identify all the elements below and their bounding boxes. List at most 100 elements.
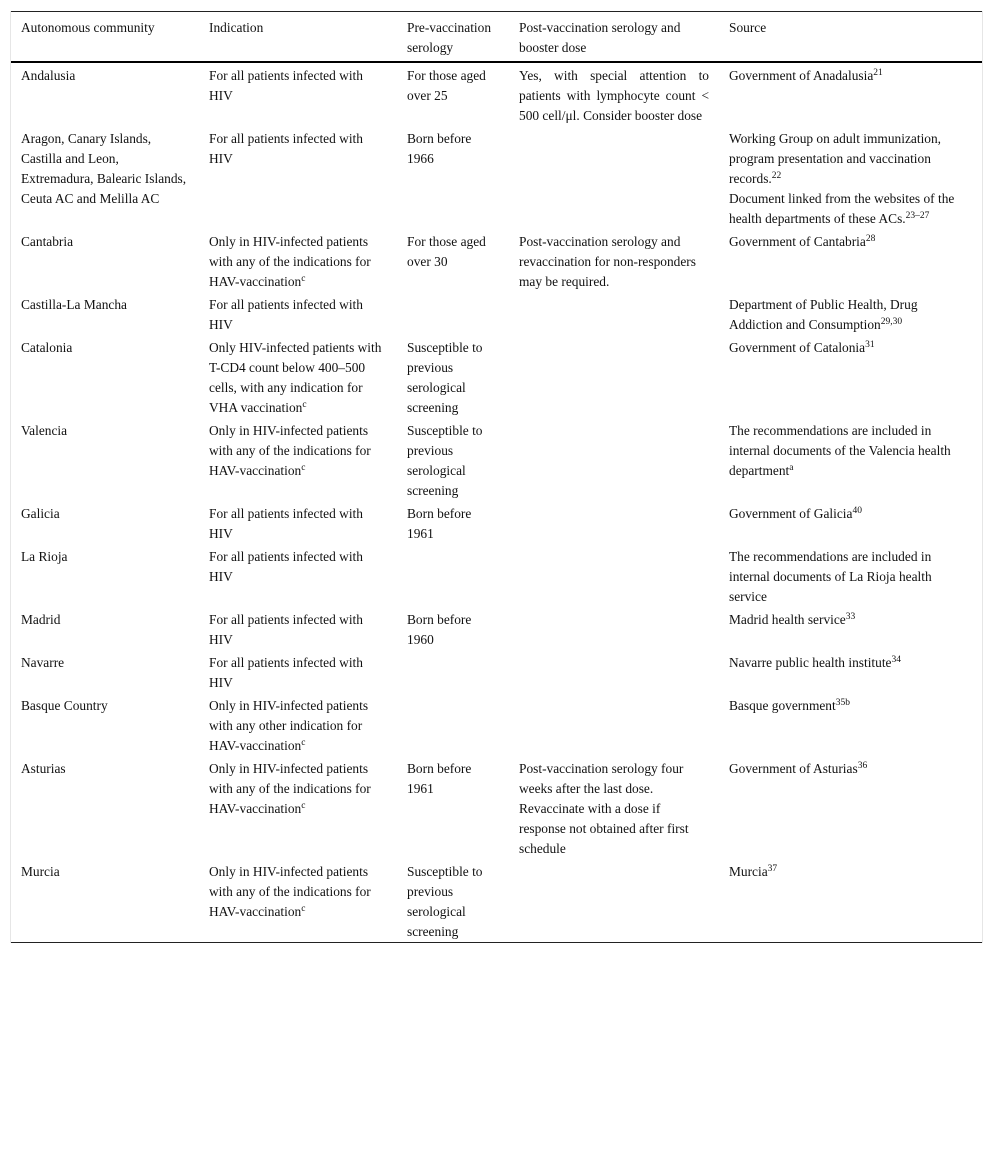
cell-pre-vaccination-serology: Susceptible to previous serological scre…: [397, 335, 509, 418]
cell-text: Susceptible to previous serological scre…: [407, 423, 483, 498]
table-row: Madrid For all patients infected with HIV…: [11, 607, 982, 650]
cell-text: Galicia: [21, 506, 60, 521]
reference-superscript: 28: [865, 234, 876, 244]
reference-superscript: 35b: [835, 698, 850, 708]
cell-autonomous-community: Catalonia: [11, 335, 199, 418]
cell-text: Only in HIV-infected patients with any o…: [209, 698, 369, 753]
cell-source: Government of Asturias36: [719, 756, 982, 859]
reference-superscript: c: [301, 463, 306, 473]
cell-autonomous-community: La Rioja: [11, 544, 199, 607]
cell-pre-vaccination-serology: [397, 292, 509, 335]
cell-text: Government of Catalonia: [729, 340, 866, 355]
cell-source: Government of Cantabria28: [719, 229, 982, 292]
cell-source: The recommendations are included in inte…: [719, 544, 982, 607]
reference-superscript: a: [789, 463, 794, 473]
cell-source: Government of Catalonia31: [719, 335, 982, 418]
cell-text: Born before 1960: [407, 612, 472, 647]
cell-pre-vaccination-serology: Born before 1966: [397, 126, 509, 229]
reference-superscript: c: [301, 274, 306, 284]
reference-superscript: 37: [767, 864, 778, 874]
cell-text: Only in HIV-infected patients with any o…: [209, 761, 371, 816]
cell-source: Department of Public Health, Drug Addict…: [719, 292, 982, 335]
cell-source: The recommendations are included in inte…: [719, 418, 982, 501]
cell-pre-vaccination-serology: For those aged over 25: [397, 62, 509, 126]
table-body: Andalusia For all patients infected with …: [11, 62, 982, 943]
cell-text: Only in HIV-infected patients with any o…: [209, 864, 371, 919]
cell-text: Government of Galicia: [729, 506, 853, 521]
vaccination-table-container: Autonomous community Indication Pre-vacc…: [10, 11, 983, 943]
cell-autonomous-community: Murcia: [11, 859, 199, 943]
cell-text: For all patients infected with HIV: [209, 655, 363, 690]
cell-text: Castilla-La Mancha: [21, 297, 127, 312]
cell-text: For those aged over 30: [407, 234, 486, 269]
cell-text: For all patients infected with HIV: [209, 68, 363, 103]
cell-indication: For all patients infected with HIV: [199, 62, 397, 126]
cell-autonomous-community: Cantabria: [11, 229, 199, 292]
table-row: Castilla-La Mancha For all patients infec…: [11, 292, 982, 335]
cell-text: Born before 1961: [407, 506, 472, 541]
cell-text: Aragon, Canary Islands, Castilla and Leo…: [21, 131, 187, 206]
cell-autonomous-community: Andalusia: [11, 62, 199, 126]
cell-post-vaccination-serology: [509, 501, 719, 544]
cell-post-vaccination-serology: [509, 544, 719, 607]
cell-pre-vaccination-serology: Susceptible to previous serological scre…: [397, 418, 509, 501]
cell-post-vaccination-serology: Post-vaccination serology and revaccinat…: [509, 229, 719, 292]
cell-source: Navarre public health institute34: [719, 650, 982, 693]
cell-autonomous-community: Navarre: [11, 650, 199, 693]
cell-text: Department of Public Health, Drug Addict…: [729, 297, 918, 332]
table-row: Asturias Only in HIV-infected patients wi…: [11, 756, 982, 859]
cell-pre-vaccination-serology: [397, 693, 509, 756]
cell-text: For all patients infected with HIV: [209, 612, 363, 647]
cell-text: Born before 1961: [407, 761, 472, 796]
cell-text: Murcia: [729, 864, 768, 879]
cell-text: Madrid health service: [729, 612, 846, 627]
cell-indication: Only HIV-infected patients with T-CD4 co…: [199, 335, 397, 418]
header-post-vaccination-serology: Post-vaccination serology and booster do…: [519, 20, 681, 55]
cell-pre-vaccination-serology: [397, 650, 509, 693]
cell-pre-vaccination-serology: Susceptible to previous serological scre…: [397, 859, 509, 943]
cell-text: Post-vaccination serology four weeks aft…: [519, 761, 689, 856]
cell-text: Valencia: [21, 423, 68, 438]
cell-indication: For all patients infected with HIV: [199, 501, 397, 544]
cell-autonomous-community: Madrid: [11, 607, 199, 650]
cell-source: Basque government35b: [719, 693, 982, 756]
cell-text: Only HIV-infected patients with T-CD4 co…: [209, 340, 382, 415]
cell-text: Born before 1966: [407, 131, 472, 166]
cell-post-vaccination-serology: [509, 693, 719, 756]
reference-superscript: 33: [845, 612, 856, 622]
cell-indication: Only in HIV-infected patients with any o…: [199, 693, 397, 756]
reference-superscript: 29,30: [880, 317, 903, 327]
table-row: Basque Country Only in HIV-infected patie…: [11, 693, 982, 756]
cell-indication: For all patients infected with HIV: [199, 544, 397, 607]
cell-post-vaccination-serology: [509, 859, 719, 943]
cell-post-vaccination-serology: Post-vaccination serology four weeks aft…: [509, 756, 719, 859]
cell-text: Andalusia: [21, 68, 76, 83]
cell-text: Cantabria: [21, 234, 74, 249]
table-row: Navarre For all patients infected with HI…: [11, 650, 982, 693]
cell-pre-vaccination-serology: Born before 1961: [397, 501, 509, 544]
reference-superscript: c: [301, 801, 306, 811]
reference-superscript: 21: [873, 68, 883, 78]
cell-text: Navarre public health institute: [729, 655, 892, 670]
cell-autonomous-community: Aragon, Canary Islands, Castilla and Leo…: [11, 126, 199, 229]
cell-text: For those aged over 25: [407, 68, 486, 103]
cell-text: Document linked from the websites of the…: [729, 191, 955, 226]
reference-superscript: c: [301, 738, 306, 748]
cell-text: Navarre: [21, 655, 65, 670]
cell-indication: Only in HIV-infected patients with any o…: [199, 229, 397, 292]
cell-source: Government of Galicia40: [719, 501, 982, 544]
cell-text: Government of Asturias: [729, 761, 858, 776]
header-pre-vaccination-serology: Pre-vaccination serology: [407, 20, 492, 55]
cell-post-vaccination-serology: [509, 335, 719, 418]
header-indication: Indication: [209, 20, 264, 35]
cell-text: Basque government: [729, 698, 836, 713]
cell-pre-vaccination-serology: For those aged over 30: [397, 229, 509, 292]
cell-autonomous-community: Castilla-La Mancha: [11, 292, 199, 335]
reference-superscript: 22: [771, 171, 782, 181]
cell-indication: For all patients infected with HIV: [199, 126, 397, 229]
cell-text: La Rioja: [21, 549, 68, 564]
cell-source: Working Group on adult immunization, pro…: [719, 126, 982, 229]
cell-text: Susceptible to previous serological scre…: [407, 340, 483, 415]
table-header-row: Autonomous community Indication Pre-vacc…: [11, 11, 982, 62]
cell-autonomous-community: Galicia: [11, 501, 199, 544]
